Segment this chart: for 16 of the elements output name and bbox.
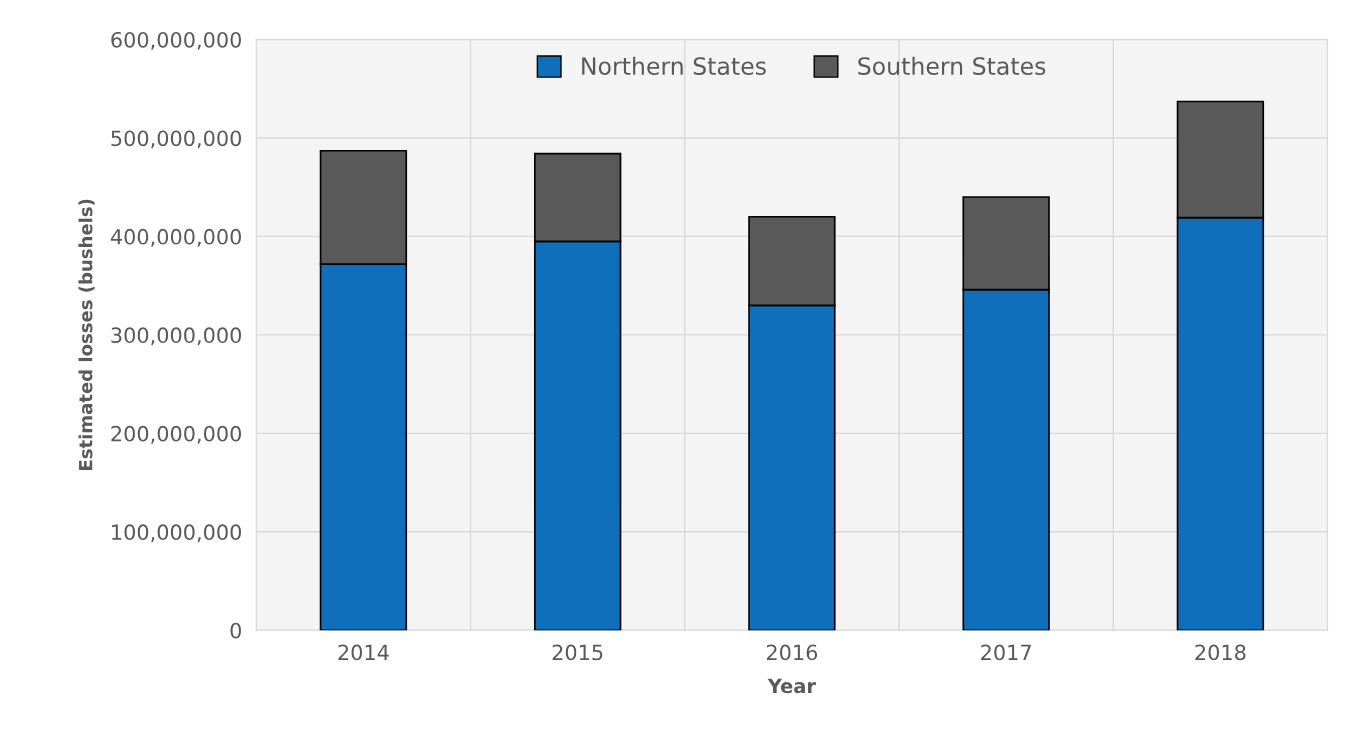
y-tick-label: 600,000,000 [111, 31, 242, 50]
y-tick-label: 0 [230, 622, 242, 639]
x-tick-label: 2018 [1195, 644, 1246, 661]
y-axis-title: Estimated losses (bushels) [78, 199, 95, 470]
x-tick-label: 2016 [766, 644, 818, 661]
y-tick-label: 500,000,000 [111, 130, 242, 149]
y-tick-label: 400,000,000 [110, 228, 242, 247]
x-tick-label: 2017 [981, 644, 1031, 661]
y-tick-label: 200,000,000 [111, 425, 242, 444]
legend-label: Northern States [582, 56, 766, 75]
x-tick-label: 2015 [552, 644, 603, 661]
legend-label: Southern States [858, 56, 1046, 75]
y-tick-label: 100,000,000 [112, 524, 242, 543]
x-tick-label: 2014 [338, 644, 389, 661]
y-tick-label: 300,000,000 [111, 327, 242, 346]
x-axis-title: Year [767, 678, 816, 694]
